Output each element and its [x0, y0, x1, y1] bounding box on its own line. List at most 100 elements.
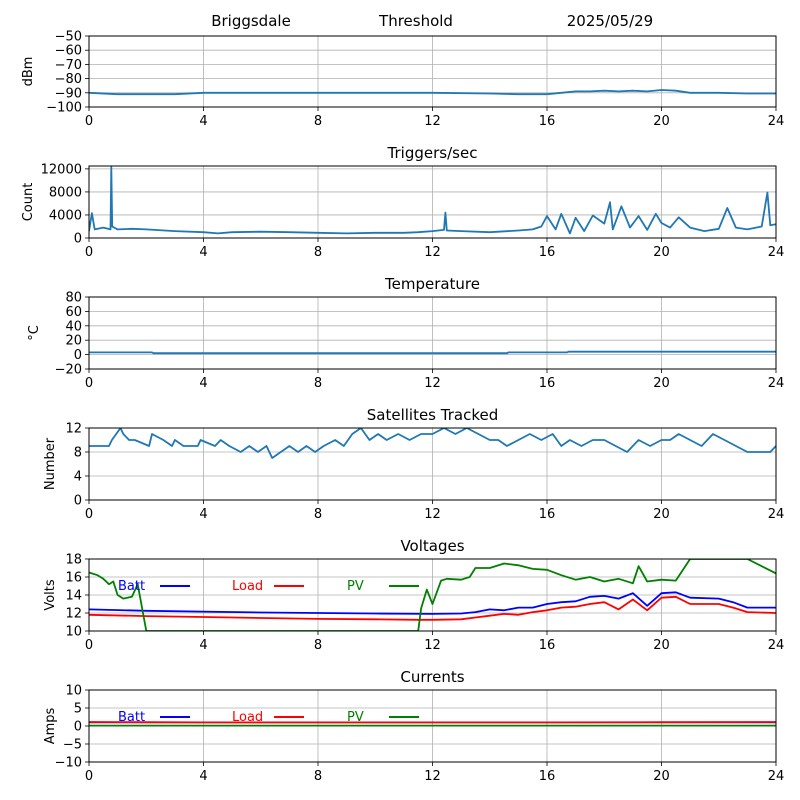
x-tick-label: 20 [653, 507, 670, 522]
x-tick-label: 4 [199, 245, 207, 260]
y-tick-label: 20 [65, 334, 82, 349]
legend-label-load: Load [232, 710, 263, 725]
y-tick-label: −60 [55, 44, 82, 59]
y-tick-label: −10 [55, 756, 82, 771]
y-axis-label: Amps [43, 707, 58, 744]
x-tick-label: 12 [424, 507, 441, 522]
chart-title: Triggers/sec [387, 144, 478, 162]
x-tick-label: 0 [85, 245, 93, 260]
x-tick-label: 8 [314, 638, 322, 653]
x-tick-label: 0 [85, 114, 93, 129]
x-tick-label: 8 [314, 245, 322, 260]
x-tick-label: 4 [199, 507, 207, 522]
y-tick-label: 14 [65, 589, 82, 604]
x-tick-label: 24 [768, 114, 785, 129]
y-tick-label: 80 [65, 291, 82, 306]
series-line [89, 89, 776, 96]
x-tick-label: 16 [539, 114, 556, 129]
x-tick-label: 20 [653, 114, 670, 129]
series-line [89, 350, 776, 355]
y-tick-label: 0 [74, 348, 82, 363]
x-tick-label: 20 [653, 769, 670, 784]
series-line [89, 428, 776, 459]
legend-label-load: Load [232, 579, 263, 594]
x-tick-label: 12 [424, 245, 441, 260]
y-axis-label: °C [27, 325, 42, 341]
x-tick-label: 0 [85, 376, 93, 391]
chart-panel-threshold: 0 4 8 12 16 20 24 −50−60−70−80−90−100 dBm [21, 30, 784, 130]
y-tick-label: 4 [74, 470, 82, 485]
x-tick-label: 16 [539, 638, 556, 653]
y-tick-label: 40 [65, 319, 82, 334]
y-axis-label: Number [43, 437, 58, 490]
x-tick-label: 4 [199, 376, 207, 391]
x-tick-label: 20 [653, 638, 670, 653]
x-tick-label: 8 [314, 376, 322, 391]
chart-title: Currents [400, 668, 464, 686]
chart-panel-satellites: 0 4 8 12 16 20 24 12 8 4 0 Satellites Tracked Number [43, 406, 784, 522]
chart-panel-currents: 0 4 8 12 16 20 24 10 5 0 −5 −10 Currents Amps Batt Load… [43, 668, 784, 784]
chart-panel-voltages: 0 4 8 12 16 20 24 18 16 14 12 10 Voltages Volts Batt Lo… [43, 537, 784, 653]
y-tick-label: 0 [74, 720, 82, 735]
y-axis-label: Count [21, 183, 36, 222]
x-tick-label: 16 [539, 376, 556, 391]
x-tick-label: 12 [424, 769, 441, 784]
y-tick-label: 4000 [49, 208, 82, 223]
header-mode: Threshold [378, 12, 453, 30]
y-tick-label: −80 [55, 72, 82, 87]
chart-title: Satellites Tracked [367, 406, 498, 424]
y-axis-label: dBm [21, 57, 36, 87]
legend-label-pv: PV [347, 579, 364, 594]
x-tick-label: 16 [539, 507, 556, 522]
y-tick-label: 12000 [41, 162, 82, 177]
series-line [89, 166, 776, 235]
chart-panel-triggers: 0 4 8 12 16 20 24 12000 8000 4000 0 Triggers/sec Cou… [21, 144, 784, 260]
y-tick-label: 12 [65, 607, 82, 622]
series-line-batt [89, 591, 776, 615]
y-tick-label: 12 [65, 422, 82, 437]
x-tick-label: 24 [768, 507, 785, 522]
y-tick-label: 10 [65, 625, 82, 640]
y-tick-label: −50 [55, 30, 82, 45]
y-tick-label: 16 [65, 571, 82, 586]
x-tick-label: 20 [653, 245, 670, 260]
y-tick-label: −20 [55, 363, 82, 378]
chart-title: Voltages [400, 537, 464, 555]
legend-label-pv: PV [347, 710, 364, 725]
x-tick-label: 4 [199, 114, 207, 129]
y-tick-label: 60 [65, 305, 82, 320]
x-tick-label: 0 [85, 769, 93, 784]
y-tick-label: 0 [74, 494, 82, 509]
x-tick-label: 24 [768, 245, 785, 260]
x-tick-label: 20 [653, 376, 670, 391]
series-line-pv [89, 559, 776, 631]
x-tick-label: 24 [768, 638, 785, 653]
x-tick-label: 12 [424, 376, 441, 391]
y-tick-label: 10 [65, 684, 82, 699]
y-tick-label: −100 [46, 101, 82, 116]
x-tick-label: 8 [314, 769, 322, 784]
x-tick-label: 24 [768, 769, 785, 784]
y-tick-label: 5 [74, 702, 82, 717]
y-tick-label: 0 [74, 232, 82, 247]
header-date: 2025/05/29 [567, 12, 653, 30]
x-tick-label: 0 [85, 638, 93, 653]
x-tick-label: 16 [539, 245, 556, 260]
y-tick-label: −90 [55, 86, 82, 101]
legend-label-batt: Batt [118, 579, 145, 594]
y-axis-label: Volts [43, 579, 58, 611]
x-tick-label: 12 [424, 638, 441, 653]
x-tick-label: 0 [85, 507, 93, 522]
y-tick-label: 18 [65, 553, 82, 568]
x-tick-label: 4 [199, 769, 207, 784]
x-tick-label: 24 [768, 376, 785, 391]
y-tick-label: 8000 [49, 185, 82, 200]
x-tick-label: 4 [199, 638, 207, 653]
y-tick-label: 8 [74, 446, 82, 461]
y-tick-label: −70 [55, 58, 82, 73]
header-station: Briggsdale [211, 12, 291, 30]
x-tick-label: 12 [424, 114, 441, 129]
x-tick-label: 16 [539, 769, 556, 784]
